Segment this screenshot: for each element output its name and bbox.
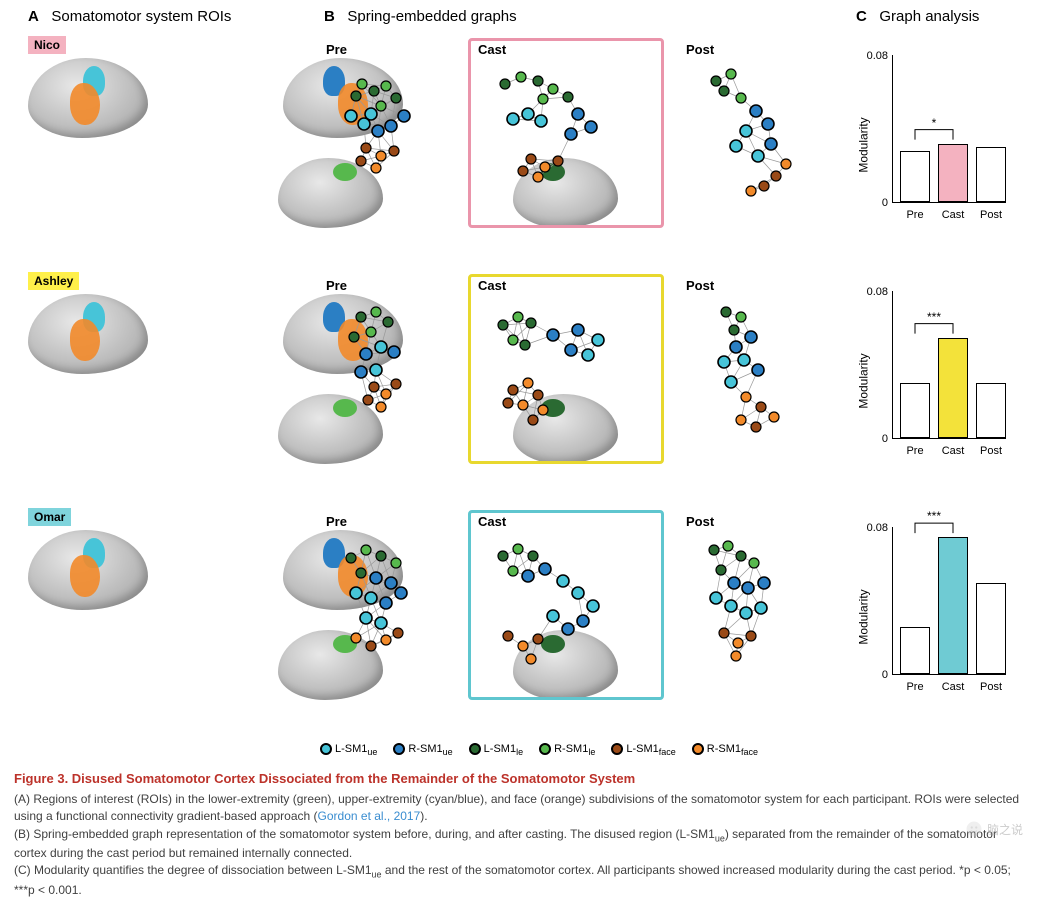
phase-label-post: Post — [686, 514, 714, 529]
spring-graph-pre — [326, 56, 474, 221]
modularity-bar-chart: Modularity 0.08 0 PreCastPost* — [856, 50, 1011, 225]
citation-link[interactable]: Gordon et al., 2017 — [318, 809, 421, 823]
panel-A-letter: A — [28, 8, 39, 25]
legend-item: R-SM1le — [539, 743, 595, 757]
spring-graph-cast — [468, 510, 664, 700]
brain-surface — [28, 294, 148, 374]
subject-label-omar: Omar — [28, 508, 71, 526]
subject-label-nico: Nico — [28, 36, 66, 54]
phase-label-post: Post — [686, 278, 714, 293]
significance-marker: * — [910, 116, 958, 130]
spring-graph-post — [686, 56, 834, 221]
phase-label-pre: Pre — [326, 514, 347, 529]
legend-item: L-SM1ue — [320, 743, 377, 757]
panel-C-title: Graph analysis — [879, 8, 979, 25]
subject-label-ashley: Ashley — [28, 272, 79, 290]
spring-graph-pre — [326, 528, 474, 693]
caption-line-B: (B) Spring-embedded graph representation… — [14, 827, 997, 860]
brain-surface — [28, 58, 148, 138]
caption-title: Figure 3. Disused Somatomotor Cortex Dis… — [14, 770, 1024, 789]
brain-surface — [28, 530, 148, 610]
watermark: 脑之说 — [965, 820, 1023, 838]
caption-line-A: (A) Regions of interest (ROIs) in the lo… — [14, 792, 1019, 823]
modularity-bar-chart: Modularity 0.08 0 PreCastPost*** — [856, 522, 1011, 697]
panel-B-title: Spring-embedded graphs — [347, 8, 516, 25]
significance-marker: *** — [910, 509, 958, 523]
spring-graph-cast — [468, 274, 664, 464]
spring-graph-cast — [468, 38, 664, 228]
caption-line-C: (C) Modularity quantifies the degree of … — [14, 863, 1011, 896]
spring-graph-post — [686, 292, 834, 457]
panel-C-letter: C — [856, 8, 867, 25]
legend-item: L-SM1le — [469, 743, 523, 757]
significance-marker: *** — [910, 310, 958, 324]
phase-label-pre: Pre — [326, 278, 347, 293]
spring-graph-post — [686, 528, 834, 693]
figure-caption: Figure 3. Disused Somatomotor Cortex Dis… — [14, 770, 1024, 899]
spring-graph-pre — [326, 292, 474, 457]
panel-B-letter: B — [324, 8, 335, 25]
phase-label-pre: Pre — [326, 42, 347, 57]
panel-A-title: Somatomotor system ROIs — [51, 8, 231, 25]
graph-legend: L-SM1ue R-SM1ue L-SM1le R-SM1le L-SM1face R-S… — [320, 743, 758, 757]
modularity-bar-chart: Modularity 0.08 0 PreCastPost*** — [856, 286, 1011, 461]
legend-item: L-SM1face — [611, 743, 675, 757]
phase-label-post: Post — [686, 42, 714, 57]
legend-item: R-SM1face — [692, 743, 758, 757]
legend-item: R-SM1ue — [393, 743, 452, 757]
